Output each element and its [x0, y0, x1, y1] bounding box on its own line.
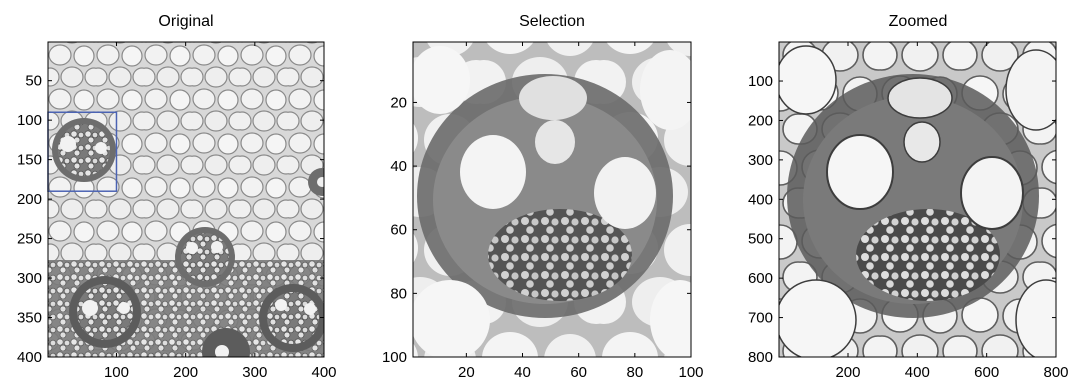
vascular-bundle — [52, 118, 116, 182]
y-tick-label: 300 — [17, 270, 42, 287]
y-tick-label: 350 — [17, 310, 42, 327]
axes-frame-selection — [412, 41, 692, 358]
x-tick-label: 200 — [835, 364, 860, 381]
vascular-bundle — [202, 328, 250, 357]
ticks-original: 100 200 300 400 50 100 150 200 250 300 350 400 — [17, 42, 337, 381]
panel-title-zoomed: Zoomed — [889, 13, 948, 30]
x-tick-label: 20 — [458, 364, 475, 381]
ticks-selection: 20 40 60 80 100 20 40 60 80 100 — [382, 42, 704, 381]
y-tick-label: 80 — [390, 285, 407, 302]
x-tick-label: 200 — [173, 364, 198, 381]
y-tick-label: 250 — [17, 231, 42, 248]
y-tick-label: 500 — [748, 231, 773, 248]
x-tick-label: 40 — [514, 364, 531, 381]
y-tick-label: 50 — [25, 73, 42, 90]
x-tick-label: 80 — [626, 364, 643, 381]
x-tick-label: 400 — [311, 364, 336, 381]
x-tick-label: 100 — [678, 364, 703, 381]
vascular-bundle — [69, 276, 141, 348]
vessel — [826, 134, 894, 210]
vascular-bundle — [259, 284, 324, 352]
y-tick-label: 100 — [382, 349, 407, 366]
y-tick-label: 200 — [748, 112, 773, 129]
selection-image — [413, 42, 691, 357]
y-tick-label: 400 — [748, 191, 773, 208]
vascular-bundle — [175, 227, 235, 287]
y-tick-label: 800 — [748, 349, 773, 366]
zoomed-image — [779, 42, 1056, 357]
y-tick-label: 100 — [748, 73, 773, 90]
x-tick-label: 100 — [104, 364, 129, 381]
panel-original: Original — [17, 13, 337, 381]
y-tick-label: 40 — [390, 158, 407, 175]
x-tick-label: 60 — [570, 364, 587, 381]
y-tick-label: 60 — [390, 222, 407, 239]
panel-zoomed: Zoomed 200 400 600 800 100 200 300 400 500 600 700… — [748, 13, 1069, 381]
vessel — [594, 157, 656, 229]
original-image — [48, 42, 324, 357]
y-tick-label: 200 — [17, 191, 42, 208]
ticks-zoomed: 200 400 600 800 100 200 300 400 500 600 700 800 — [748, 42, 1069, 381]
x-tick-label: 600 — [974, 364, 999, 381]
y-tick-label: 400 — [17, 349, 42, 366]
y-tick-label: 20 — [390, 94, 407, 111]
x-tick-label: 400 — [905, 364, 930, 381]
panel-title-original: Original — [158, 13, 213, 30]
y-tick-label: 600 — [748, 270, 773, 287]
y-tick-label: 150 — [17, 152, 42, 169]
panel-selection: Selection 20 40 60 80 100 20 40 60 80 100 — [382, 13, 704, 381]
x-tick-label: 800 — [1043, 364, 1068, 381]
y-tick-label: 300 — [748, 152, 773, 169]
x-tick-label: 300 — [242, 364, 267, 381]
y-tick-label: 700 — [748, 310, 773, 327]
vessel — [960, 156, 1024, 230]
y-tick-label: 100 — [17, 112, 42, 129]
panel-title-selection: Selection — [519, 13, 585, 30]
vessel — [460, 135, 526, 209]
